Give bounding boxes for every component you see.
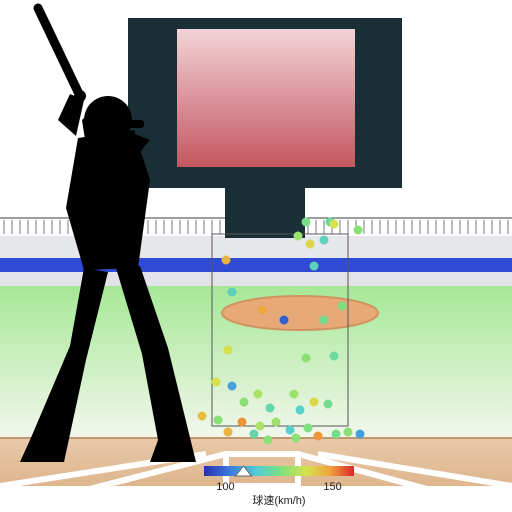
bat xyxy=(38,8,80,96)
colorbar-tick-label: 100 xyxy=(216,481,234,493)
pitch-marker xyxy=(344,428,353,437)
pitch-marker xyxy=(320,316,329,325)
pitch-marker xyxy=(238,418,247,427)
pitch-marker xyxy=(310,262,319,271)
pitch-marker xyxy=(290,390,299,399)
pitch-marker xyxy=(292,434,301,443)
pitch-marker xyxy=(258,306,267,315)
pitch-marker xyxy=(214,416,223,425)
pitch-marker xyxy=(332,430,341,439)
pitch-marker xyxy=(320,236,329,245)
pitch-marker xyxy=(264,436,273,445)
outfield-wall xyxy=(0,258,512,272)
pitchers-mound xyxy=(222,296,378,330)
pitch-marker xyxy=(302,354,311,363)
pitch-marker xyxy=(266,404,275,413)
pitch-marker xyxy=(286,426,295,435)
pitch-chart-stage: 100 150 球速(km/h) xyxy=(0,0,512,512)
pitch-marker xyxy=(294,232,303,241)
pitch-marker xyxy=(330,220,339,229)
pitch-marker xyxy=(302,218,311,227)
colorbar xyxy=(204,466,354,476)
scoreboard-screen xyxy=(176,28,356,168)
pitch-marker xyxy=(250,430,259,439)
scoreboard-pillar xyxy=(225,188,305,238)
pitch-marker xyxy=(330,352,339,361)
pitch-marker xyxy=(198,412,207,421)
pitch-marker xyxy=(280,316,289,325)
pitch-marker xyxy=(272,418,281,427)
pitch-marker xyxy=(314,432,323,441)
pitch-marker xyxy=(338,302,347,311)
chart-svg: 100 150 球速(km/h) xyxy=(0,0,512,512)
pitch-marker xyxy=(228,288,237,297)
pitch-marker xyxy=(224,346,233,355)
colorbar-tick-label: 150 xyxy=(323,481,341,493)
pitch-marker xyxy=(306,240,315,249)
pitch-marker xyxy=(324,400,333,409)
warning-track xyxy=(0,272,512,286)
pitch-marker xyxy=(356,430,365,439)
pitch-marker xyxy=(304,424,313,433)
pitch-marker xyxy=(354,226,363,235)
pitch-marker xyxy=(212,378,221,387)
pitch-marker xyxy=(310,398,319,407)
pitch-marker xyxy=(224,428,233,437)
pitch-marker xyxy=(296,406,305,415)
pitch-marker xyxy=(254,390,263,399)
pitch-marker xyxy=(222,256,231,265)
pitch-marker xyxy=(256,422,265,431)
pitch-marker xyxy=(228,382,237,391)
pitch-marker xyxy=(240,398,249,407)
colorbar-axis-label: 球速(km/h) xyxy=(252,493,305,507)
infield-dirt xyxy=(0,438,512,486)
